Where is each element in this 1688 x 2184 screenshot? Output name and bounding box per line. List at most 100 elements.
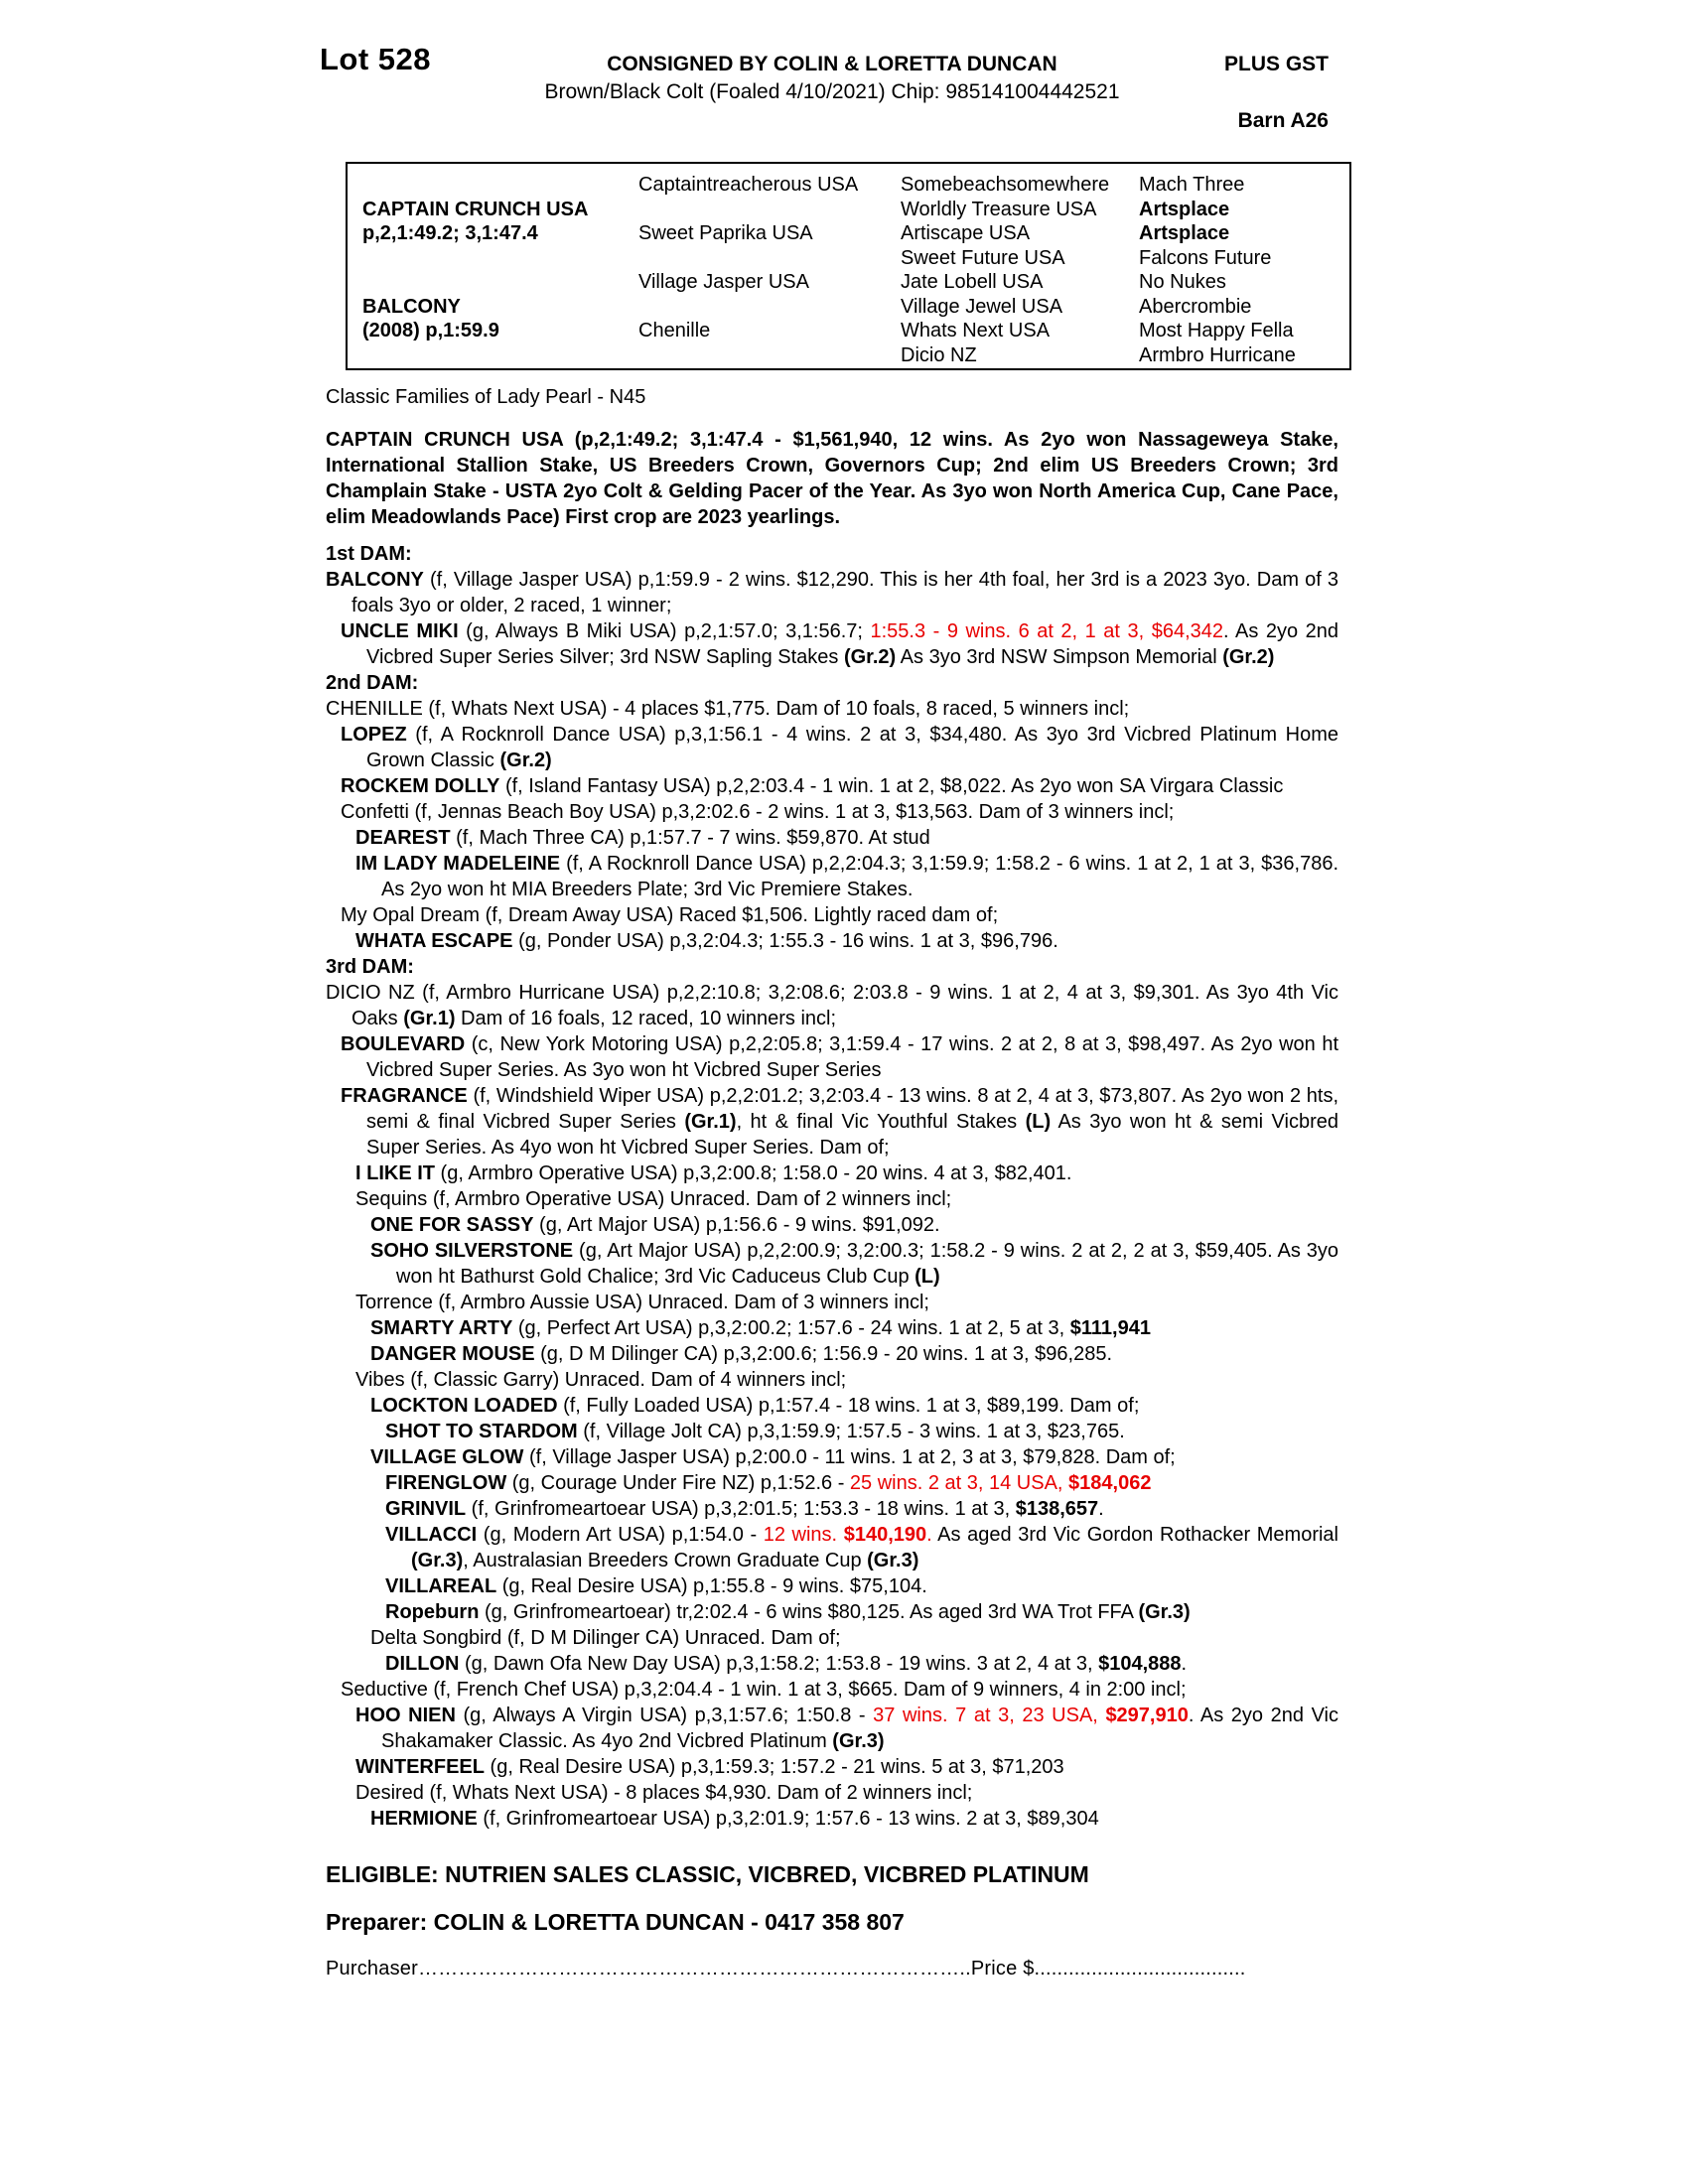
entry-text-segment: (g, Dawn Ofa New Day USA) p,3,1:58.2; 1:… [459,1653,1099,1675]
entry-text-segment: , ht & final Vic Youthful Stakes [736,1111,1026,1133]
entry-text-segment: DANGER MOUSE [370,1343,535,1365]
entry-text-segment: 1:55.3 - 9 wins. 6 at 2, 1 at 3, $64,342 [870,620,1224,642]
entry-text-segment: (g, Always B Miki USA) p,2,1:57.0; 3,1:5… [458,620,871,642]
entry-text-segment: . [1098,1498,1104,1520]
entry-text-segment: Seductive (f, French Chef USA) p,3,2:04.… [341,1679,1187,1701]
ancestor-name: Worldly Treasure USA [901,198,1097,220]
entry-text-segment: (Gr.2) [1222,646,1275,668]
entry-text-segment: LOPEZ [341,724,407,746]
pedigree-entry: ONE FOR SASSY (g, Art Major USA) p,1:56.… [326,1212,1338,1238]
ancestor-name: Jate Lobell USA [901,271,1044,293]
ancestor-name: Whats Next USA [901,320,1051,341]
pedigree-entry: DEAREST (f, Mach Three CA) p,1:57.7 - 7 … [326,825,1338,851]
pedigree-subject-column: CAPTAIN CRUNCH USA p,2,1:49.2; 3,1:47.4 … [362,173,588,343]
entry-text-segment: Sequins (f, Armbro Operative USA) Unrace… [355,1188,952,1210]
entry-text-segment: FRAGRANCE [341,1085,468,1107]
pedigree-entry: Sequins (f, Armbro Operative USA) Unrace… [326,1186,1338,1212]
pedigree-entry: WHATA ESCAPE (g, Ponder USA) p,3,2:04.3;… [326,928,1338,954]
entry-text-segment: $184,062 [1068,1472,1152,1494]
ancestor-name: Chenille [638,320,711,341]
entry-text-segment: (Gr.3) [832,1730,885,1752]
pedigree-entry: SOHO SILVERSTONE (g, Art Major USA) p,2,… [326,1238,1338,1290]
entry-text-segment: GRINVIL [385,1498,467,1520]
entry-text-segment: (Gr.1) [403,1008,456,1029]
entry-text-segment: SMARTY ARTY [370,1317,513,1339]
entry-text-segment: $104,888 [1098,1653,1182,1675]
ancestor-name: Somebeachsomewhere [901,174,1110,196]
pedigree-entry: CHENILLE (f, Whats Next USA) - 4 places … [326,696,1338,722]
entry-text-segment: ROCKEM DOLLY [341,775,500,797]
entry-text-segment: 37 wins. 7 at 3, 23 USA, [873,1705,1106,1726]
entry-text-segment: I LIKE IT [355,1162,435,1184]
entry-text-segment: (g, Armbro Operative USA) p,3,2:00.8; 1:… [435,1162,1072,1184]
page-content: Lot 528 CONSIGNED BY COLIN & LORETTA DUN… [320,0,1351,1980]
dam-record: (2008) p,1:59.9 [362,320,499,341]
entry-text-segment: (g, Modern Art USA) p,1:54.0 - [477,1524,764,1546]
entry-text-segment: 25 wins. 2 at 3, 14 USA, [849,1472,1069,1494]
entry-text-segment: (L) [914,1266,940,1288]
pedigree-gen4-column: Mach Three Artsplace Artsplace Falcons F… [1139,173,1296,367]
lot-number: Lot 528 [320,42,432,76]
entry-text-segment: (g, Courage Under Fire NZ) p,1:52.6 - [506,1472,850,1494]
entry-text-segment: $140,190 [843,1524,927,1546]
pedigree-entry: DICIO NZ (f, Armbro Hurricane USA) p,2,2… [326,980,1338,1031]
entry-text-segment: UNCLE MIKI [341,620,459,642]
entry-text-segment: (Gr.3) [867,1550,919,1571]
entry-text-segment: (f, Village Jolt CA) p,3,1:59.9; 1:57.5 … [577,1421,1125,1442]
pedigree-entry: LOPEZ (f, A Rocknroll Dance USA) p,3,1:5… [326,722,1338,773]
entry-text-segment: (f, Fully Loaded USA) p,1:57.4 - 18 wins… [557,1395,1140,1417]
entry-text-segment: WHATA ESCAPE [355,930,513,952]
entry-text-segment: VILLACCI [385,1524,478,1546]
pedigree-entry: Ropeburn (g, Grinfromeartoear) tr,2:02.4… [326,1599,1338,1625]
pedigree-entry: WINTERFEEL (g, Real Desire USA) p,3,1:59… [326,1754,1338,1780]
pedigree-entry: FIRENGLOW (g, Courage Under Fire NZ) p,1… [326,1470,1338,1496]
dam-heading: 3rd DAM: [326,956,414,978]
entry-text-segment: (f, Windshield Wiper USA) p,2,2:01.2; 3,… [366,1085,1338,1133]
pedigree-entry: My Opal Dream (f, Dream Away USA) Raced … [326,902,1338,928]
ancestor-name: Most Happy Fella [1139,320,1294,341]
barn-number: Barn A26 [1237,109,1329,132]
entry-text-segment: (Gr.2) [843,646,897,668]
entry-text-segment: (g, Art Major USA) p,1:56.6 - 9 wins. $9… [533,1214,940,1236]
gst-note: PLUS GST [1223,53,1329,75]
pedigree-entry: Confetti (f, Jennas Beach Boy USA) p,3,2… [326,799,1338,825]
pedigree-gen2-column: Captaintreacherous USA Sweet Paprika USA… [638,173,858,343]
pedigree-entry: Seductive (f, French Chef USA) p,3,2:04.… [326,1677,1338,1703]
entry-text-segment: (f, Village Jasper USA) p,2:00.0 - 11 wi… [523,1446,1176,1468]
ancestor-name: Artiscape USA [901,222,1031,244]
pedigree-entry: UNCLE MIKI (g, Always B Miki USA) p,2,1:… [326,618,1338,670]
entry-text-segment: WINTERFEEL [355,1756,485,1778]
entry-text-segment: Delta Songbird (f, D M Dilinger CA) Unra… [370,1627,841,1649]
pedigree-entry: HERMIONE (f, Grinfromeartoear USA) p,3,2… [326,1806,1338,1832]
entry-text-segment: (f, Grinfromeartoear USA) p,3,2:01.9; 1:… [477,1808,1099,1830]
entry-text-segment: BOULEVARD [341,1033,466,1055]
entry-text-segment: My Opal Dream (f, Dream Away USA) Raced … [341,904,999,926]
page-header: Lot 528 CONSIGNED BY COLIN & LORETTA DUN… [320,0,1338,162]
entry-text-segment: (f, Village Jasper USA) p,1:59.9 - 2 win… [352,569,1338,616]
entry-text-segment: (c, New York Motoring USA) p,2,2:05.8; 3… [366,1033,1338,1081]
entry-text-segment: VILLAREAL [385,1575,497,1597]
entry-text-segment: (g, Ponder USA) p,3,2:04.3; 1:55.3 - 16 … [512,930,1058,952]
pedigree-entry: VILLAGE GLOW (f, Village Jasper USA) p,2… [326,1444,1338,1470]
pedigree-entry: SMARTY ARTY (g, Perfect Art USA) p,3,2:0… [326,1315,1338,1341]
pedigree-entry: BOULEVARD (c, New York Motoring USA) p,2… [326,1031,1338,1083]
page-footer: ELIGIBLE: NUTRIEN SALES CLASSIC, VICBRED… [326,1861,1338,1980]
entry-text-segment: VILLAGE GLOW [370,1446,524,1468]
dam-sections: 1st DAM: BALCONY (f, Village Jasper USA) … [326,541,1338,1832]
entry-text-segment: (f, A Rocknroll Dance USA) p,3,1:56.1 - … [366,724,1338,771]
entry-text-segment: (f, A Rocknroll Dance USA) p,2,2:04.3; 3… [381,853,1338,900]
entry-text-segment: SOHO SILVERSTONE [370,1240,574,1262]
pedigree-entry: Torrence (f, Armbro Aussie USA) Unraced.… [326,1290,1338,1315]
entry-text-segment: Confetti (f, Jennas Beach Boy USA) p,3,2… [341,801,1175,823]
dam-heading: 2nd DAM: [326,672,419,694]
ancestor-name: Abercrombie [1139,295,1252,318]
entry-text-segment: Desired (f, Whats Next USA) - 8 places $… [355,1782,973,1804]
entry-text-segment: DILLON [385,1653,460,1675]
entry-text-segment: (g, Grinfromeartoear) tr,2:02.4 - 6 wins… [479,1601,1139,1623]
ancestor-name: Artsplace [1139,222,1230,244]
pedigree-entry: VILLAREAL (g, Real Desire USA) p,1:55.8 … [326,1573,1338,1599]
ancestor-name: No Nukes [1139,271,1226,293]
entry-text-segment: , Australasian Breeders Crown Graduate C… [463,1550,868,1571]
dam-name: BALCONY [362,295,461,318]
